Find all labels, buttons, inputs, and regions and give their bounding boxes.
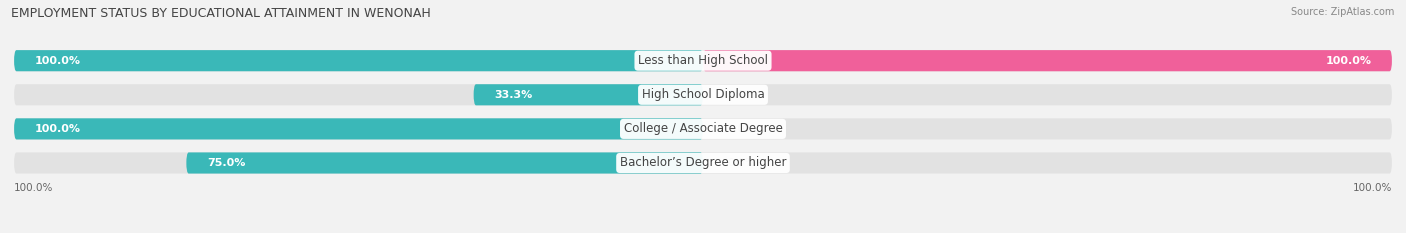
Text: 75.0%: 75.0% bbox=[207, 158, 245, 168]
Text: Bachelor’s Degree or higher: Bachelor’s Degree or higher bbox=[620, 157, 786, 169]
Text: 100.0%: 100.0% bbox=[1353, 183, 1392, 193]
FancyBboxPatch shape bbox=[703, 50, 1392, 71]
FancyBboxPatch shape bbox=[14, 84, 1392, 105]
Text: 100.0%: 100.0% bbox=[1326, 56, 1371, 66]
Text: College / Associate Degree: College / Associate Degree bbox=[624, 122, 782, 135]
Text: 100.0%: 100.0% bbox=[35, 124, 80, 134]
Text: 0.0%: 0.0% bbox=[727, 124, 755, 134]
FancyBboxPatch shape bbox=[14, 152, 1392, 174]
Text: Source: ZipAtlas.com: Source: ZipAtlas.com bbox=[1291, 7, 1395, 17]
FancyBboxPatch shape bbox=[14, 50, 703, 71]
Text: 33.3%: 33.3% bbox=[495, 90, 533, 100]
FancyBboxPatch shape bbox=[14, 118, 1392, 140]
Text: 0.0%: 0.0% bbox=[727, 90, 755, 100]
FancyBboxPatch shape bbox=[186, 152, 703, 174]
Text: Less than High School: Less than High School bbox=[638, 54, 768, 67]
FancyBboxPatch shape bbox=[14, 50, 1392, 71]
Text: EMPLOYMENT STATUS BY EDUCATIONAL ATTAINMENT IN WENONAH: EMPLOYMENT STATUS BY EDUCATIONAL ATTAINM… bbox=[11, 7, 432, 20]
Text: 100.0%: 100.0% bbox=[14, 183, 53, 193]
Text: 0.0%: 0.0% bbox=[727, 158, 755, 168]
Text: High School Diploma: High School Diploma bbox=[641, 88, 765, 101]
Text: 100.0%: 100.0% bbox=[35, 56, 80, 66]
FancyBboxPatch shape bbox=[14, 118, 703, 140]
FancyBboxPatch shape bbox=[474, 84, 703, 105]
